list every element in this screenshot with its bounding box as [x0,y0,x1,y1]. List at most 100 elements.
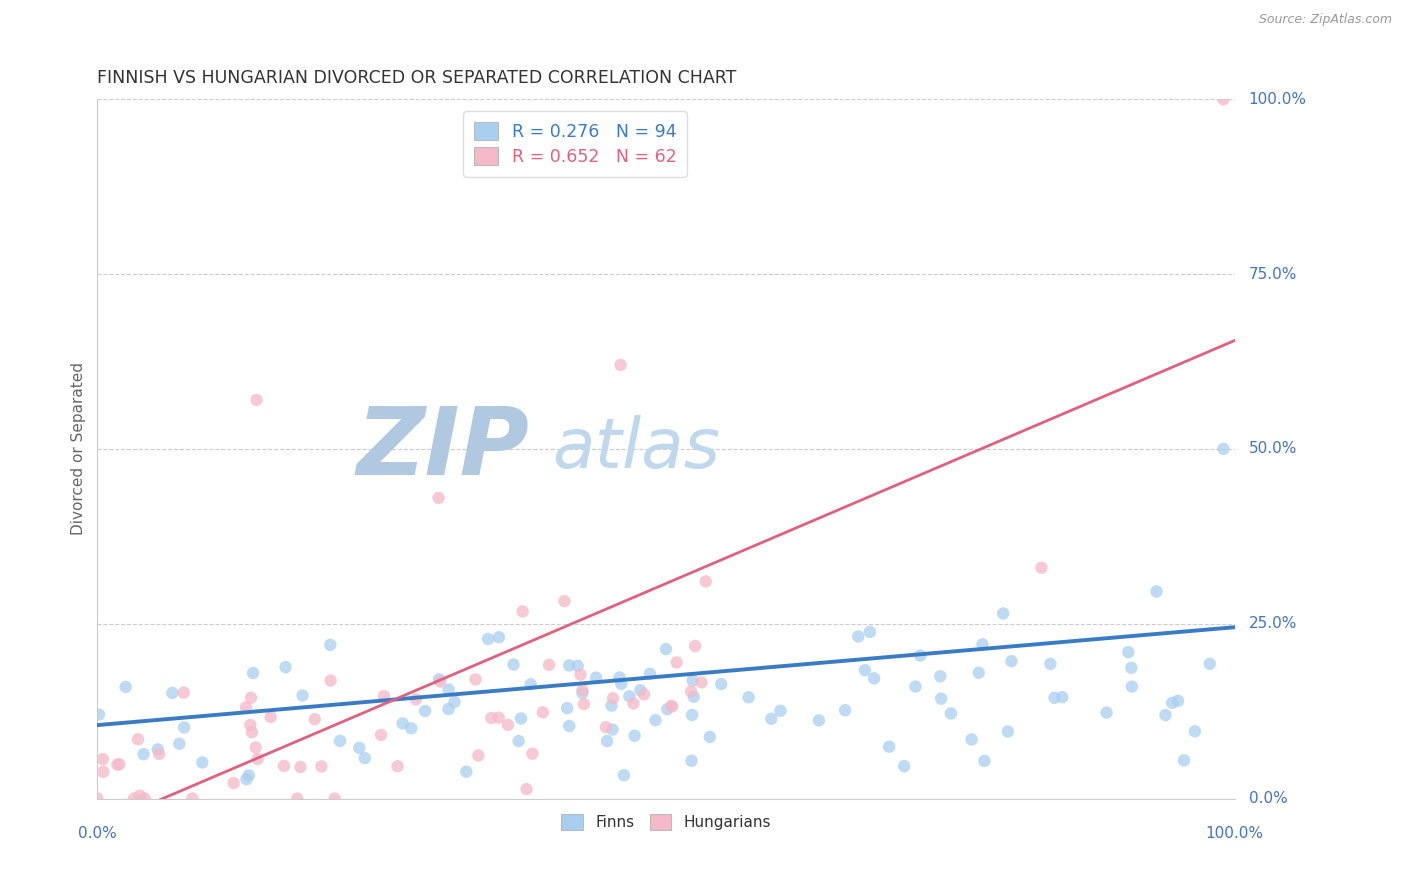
Point [427,491,450,505]
Point [405,692,427,706]
Point [939,706,962,721]
Text: 0.0%: 0.0% [77,826,117,841]
Point [128,789,150,803]
Point [555,701,578,715]
Point [655,642,678,657]
Point [173,686,195,700]
Point [370,728,392,742]
Point [291,689,314,703]
Point [558,658,581,673]
Point [1052,690,1074,705]
Point [477,632,499,646]
Point [661,698,683,713]
Point [761,712,783,726]
Text: ZIP: ZIP [357,403,530,495]
Point [235,700,257,714]
Point [246,752,269,766]
Point [467,748,489,763]
Point [807,714,830,728]
Point [391,716,413,731]
Point [967,665,990,680]
Point [323,791,346,805]
Point [239,718,262,732]
Point [681,754,703,768]
Point [274,660,297,674]
Point [427,673,450,687]
Point [134,791,156,805]
Point [239,690,262,705]
Point [683,639,706,653]
Point [319,673,342,688]
Point [609,358,631,372]
Point [437,702,460,716]
Legend: Finns, Hungarians: Finns, Hungarians [555,808,776,837]
Point [1212,442,1234,456]
Point [657,702,679,716]
Point [665,656,688,670]
Point [127,732,149,747]
Point [877,739,900,754]
Point [319,638,342,652]
Point [846,630,869,644]
Point [290,760,312,774]
Point [859,624,882,639]
Point [1146,584,1168,599]
Text: 100.0%: 100.0% [1206,826,1264,841]
Point [1121,661,1143,675]
Point [181,791,204,805]
Point [682,673,704,688]
Point [596,734,619,748]
Point [285,791,308,805]
Point [572,697,595,711]
Point [908,648,931,663]
Point [108,757,131,772]
Point [571,683,593,698]
Point [464,673,486,687]
Point [585,671,607,685]
Point [1173,753,1195,767]
Point [960,732,983,747]
Point [628,683,651,698]
Point [456,764,478,779]
Point [991,607,1014,621]
Point [602,723,624,737]
Point [146,742,169,756]
Point [245,740,267,755]
Point [509,711,531,725]
Point [304,712,326,726]
Point [619,690,641,704]
Point [1039,657,1062,671]
Point [553,594,575,608]
Point [1212,92,1234,106]
Point [87,707,110,722]
Point [191,756,214,770]
Point [1118,645,1140,659]
Point [710,677,733,691]
Point [904,680,927,694]
Point [512,604,534,618]
Point [972,637,994,651]
Point [86,791,108,805]
Point [479,711,502,725]
Point [682,690,704,704]
Point [1167,694,1189,708]
Point [401,722,423,736]
Point [633,687,655,701]
Point [769,704,792,718]
Point [1031,560,1053,574]
Point [329,734,352,748]
Point [997,724,1019,739]
Point [571,686,593,700]
Text: 25.0%: 25.0% [1249,616,1296,632]
Point [114,680,136,694]
Point [488,630,510,644]
Point [834,703,856,717]
Text: 75.0%: 75.0% [1249,267,1296,282]
Point [105,757,128,772]
Point [1161,696,1184,710]
Point [569,667,592,681]
Point [311,759,333,773]
Point [387,759,409,773]
Point [1184,724,1206,739]
Point [373,689,395,703]
